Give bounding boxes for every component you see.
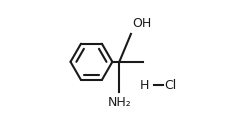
- Text: Cl: Cl: [165, 79, 177, 92]
- Text: NH₂: NH₂: [107, 96, 131, 109]
- Text: H: H: [140, 79, 150, 92]
- Text: OH: OH: [132, 17, 151, 30]
